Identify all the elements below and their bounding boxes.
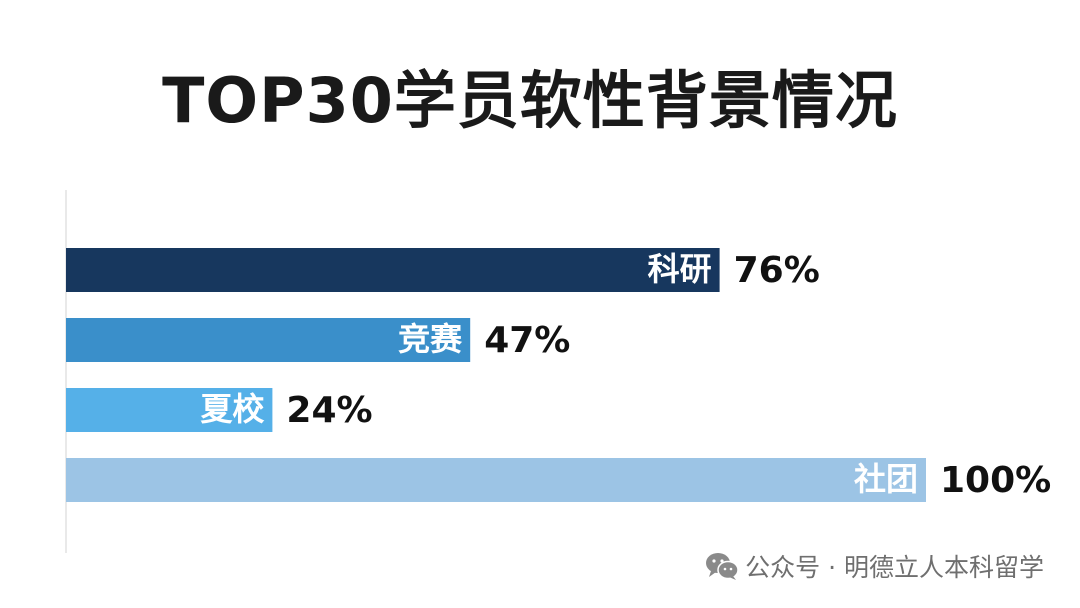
watermark-text: 公众号 · 明德立人本科留学	[745, 553, 1044, 582]
bar-4	[66, 458, 926, 502]
wechat-icon	[706, 553, 739, 580]
category-label: 夏校	[200, 390, 264, 428]
bars-group: 科研 76% 竞赛 47% 夏校 24% 社团 100%	[66, 248, 1051, 502]
bar-3	[66, 388, 273, 432]
bar-1	[66, 248, 720, 292]
value-label: 100%	[940, 460, 1051, 501]
bar-2	[66, 318, 471, 362]
category-label: 科研	[648, 250, 712, 288]
value-label: 24%	[286, 390, 372, 431]
category-label: 竞赛	[398, 320, 463, 358]
category-label: 社团	[854, 460, 918, 498]
watermark: 公众号 · 明德立人本科留学	[705, 548, 1044, 584]
value-label: 76%	[734, 250, 820, 291]
value-label: 47%	[484, 320, 570, 361]
chart-title: TOP30学员软性背景情况	[162, 64, 898, 137]
